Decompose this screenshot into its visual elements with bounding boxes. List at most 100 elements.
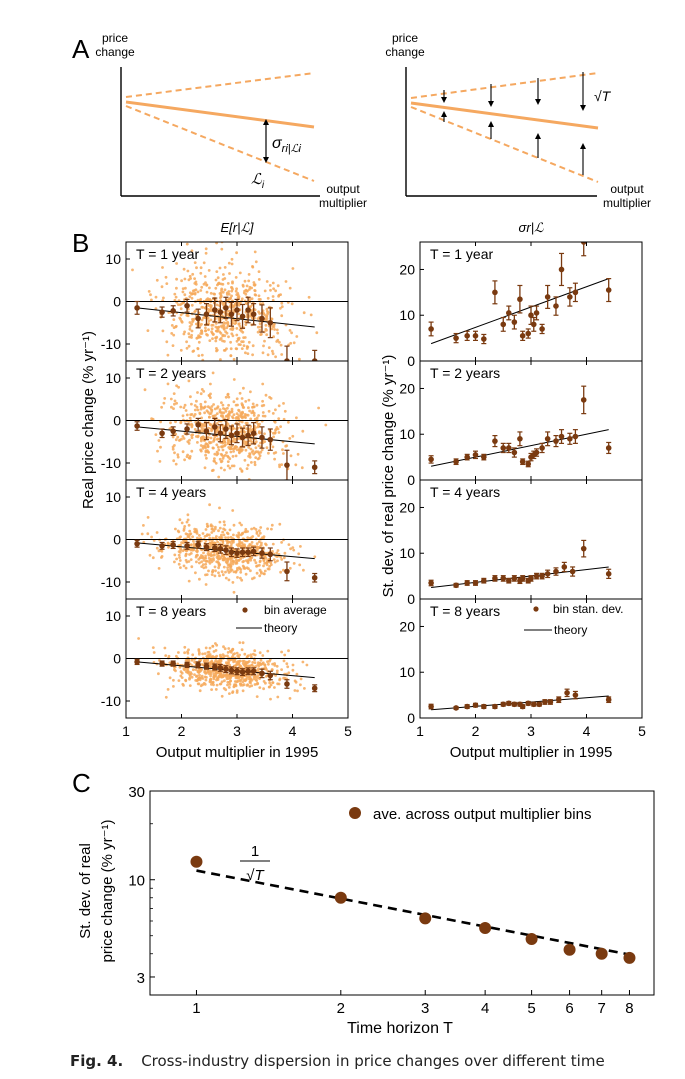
scatter-point — [264, 393, 268, 397]
scatter-point — [192, 349, 196, 353]
scatter-point — [200, 318, 204, 322]
y-tick-label: 0 — [407, 353, 415, 369]
scatter-point — [212, 437, 216, 441]
scatter-point — [146, 329, 150, 332]
scatter-point — [253, 289, 257, 292]
bin-marker — [553, 303, 559, 309]
bin-marker — [134, 423, 140, 429]
scatter-point — [198, 534, 201, 537]
scatter-point — [275, 669, 279, 673]
scatter-point — [303, 687, 306, 690]
scatter-point — [266, 527, 269, 531]
scatter-point — [196, 536, 199, 540]
scatter-point — [235, 543, 239, 547]
scatter-point — [190, 303, 194, 307]
scatter-point — [160, 555, 164, 558]
scatter-point — [286, 665, 290, 669]
scatter-point — [241, 641, 245, 645]
scatter-point — [176, 662, 180, 666]
scatter-point — [201, 306, 205, 309]
subplot-data — [126, 503, 348, 594]
scatter-point — [215, 329, 219, 333]
scatter-point — [186, 651, 190, 655]
scatter-point — [191, 535, 195, 539]
scatter-point — [221, 530, 225, 534]
scatter-point — [191, 433, 195, 437]
scatter-point — [169, 421, 172, 425]
scatter-point — [297, 552, 301, 556]
scatter-point — [199, 289, 203, 292]
bin-marker — [217, 665, 224, 671]
scatter-point — [275, 340, 279, 343]
scatter-point — [288, 286, 292, 290]
scatter-point — [230, 286, 234, 289]
subplot-data — [428, 242, 612, 345]
scatter-point — [210, 327, 214, 331]
y-tick-label: -10 — [101, 574, 121, 590]
scatter-point — [268, 363, 271, 366]
scatter-point — [179, 405, 183, 409]
scatter-point — [244, 292, 248, 296]
scatter-point — [229, 340, 233, 344]
bin-marker — [184, 543, 190, 549]
scatter-point — [218, 557, 222, 561]
x-tick-label: 3 — [527, 723, 535, 739]
subplot-data — [428, 539, 612, 589]
scatter-point — [223, 340, 226, 343]
scatter-point — [219, 291, 223, 295]
scatter-point — [189, 552, 193, 555]
panel-b-right-legend: bin stan. dev. theory — [524, 602, 624, 637]
scatter-point — [226, 560, 230, 563]
scatter-point — [147, 290, 151, 293]
bin-marker — [134, 540, 140, 547]
subplot-data — [126, 242, 348, 366]
scatter-point — [160, 549, 164, 553]
scatter-point — [218, 330, 222, 334]
scatter-point — [181, 435, 185, 438]
scatter-point — [256, 330, 260, 334]
scatter-point — [257, 540, 261, 544]
scatter-point — [264, 363, 267, 366]
scatter-point — [236, 292, 240, 295]
bin-marker — [511, 319, 518, 325]
scatter-point — [272, 335, 275, 339]
bin-marker — [284, 681, 290, 687]
bin-marker — [533, 449, 540, 456]
scatter-point — [193, 317, 196, 321]
scatter-point — [301, 429, 305, 433]
scatter-point — [212, 672, 216, 676]
scatter-point — [292, 548, 296, 552]
scatter-point — [283, 653, 287, 657]
scatter-point — [212, 414, 216, 418]
bin-marker — [428, 326, 434, 332]
scatter-point — [212, 332, 215, 336]
scatter-point — [255, 542, 259, 546]
scatter-point — [287, 671, 291, 675]
scatter-point — [231, 648, 235, 651]
bin-marker — [464, 333, 470, 339]
scatter-point — [213, 457, 216, 460]
scatter-point — [227, 656, 231, 660]
scatter-point — [198, 412, 202, 416]
subplot-t--2-years: 10 0 -10 T = 2 years — [101, 360, 349, 481]
bin-marker — [558, 266, 565, 273]
scatter-point — [272, 435, 275, 439]
scatter-point — [271, 295, 275, 298]
bin-marker — [170, 428, 176, 434]
scatter-point — [212, 403, 216, 406]
data-marker — [595, 947, 608, 960]
subplot-data — [428, 385, 612, 468]
scatter-point — [209, 674, 213, 678]
scatter-point — [185, 242, 189, 246]
scatter-point — [236, 576, 239, 579]
scatter-point — [258, 312, 261, 315]
scatter-point — [198, 689, 202, 693]
bin-marker — [223, 666, 229, 672]
scatter-point — [160, 405, 164, 409]
scatter-point — [210, 688, 214, 691]
scatter-point — [208, 538, 212, 542]
scatter-point — [273, 686, 276, 689]
scatter-point — [226, 324, 230, 327]
scatter-point — [193, 292, 197, 296]
